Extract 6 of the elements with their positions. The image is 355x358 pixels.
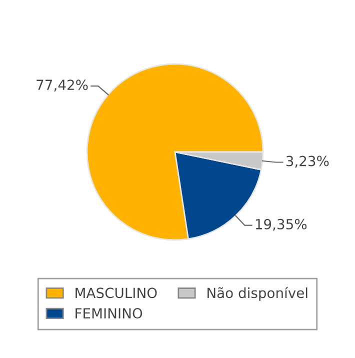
legend-label: FEMININO <box>76 308 142 319</box>
legend-label: Não disponível <box>208 286 308 301</box>
legend-label: MASCULINO <box>76 288 157 298</box>
data-label: 3,23% <box>286 156 329 168</box>
data-label: 77,42% <box>36 80 88 92</box>
data-label: 19,35% <box>256 218 307 231</box>
